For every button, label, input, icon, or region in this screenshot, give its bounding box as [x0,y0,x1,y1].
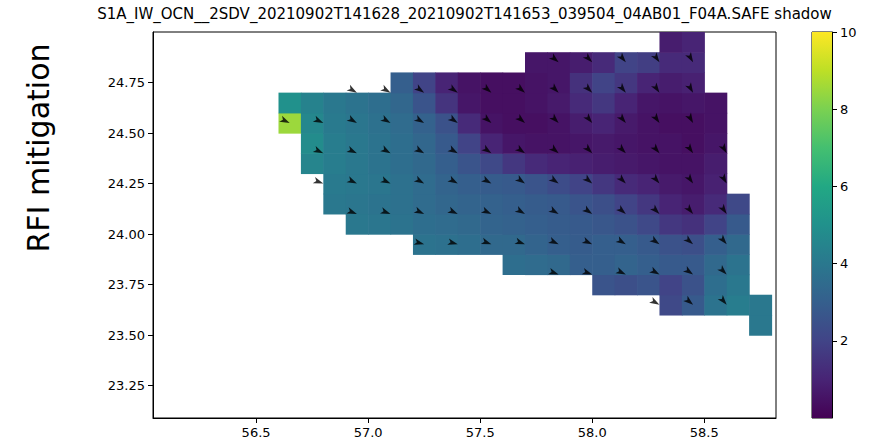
svg-text:57.5: 57.5 [466,425,495,440]
svg-text:RFI mitigation: RFI mitigation [21,43,56,252]
svg-text:4: 4 [840,256,848,271]
svg-text:10: 10 [840,25,857,40]
svg-text:24.00: 24.00 [108,227,145,242]
svg-text:8: 8 [840,102,848,117]
svg-text:23.25: 23.25 [108,378,145,393]
svg-text:23.75: 23.75 [108,277,145,292]
svg-text:24.50: 24.50 [108,126,145,141]
svg-text:58.5: 58.5 [690,425,719,440]
svg-text:24.75: 24.75 [108,75,145,90]
svg-text:24.25: 24.25 [108,176,145,191]
svg-text:57.0: 57.0 [354,425,383,440]
svg-text:6: 6 [840,179,848,194]
svg-text:23.50: 23.50 [108,328,145,343]
svg-text:56.5: 56.5 [242,425,271,440]
svg-text:S1A_IW_OCN__2SDV_20210902T1416: S1A_IW_OCN__2SDV_20210902T141628_2021090… [97,5,832,24]
svg-text:58.0: 58.0 [578,425,607,440]
svg-text:2: 2 [840,333,848,348]
